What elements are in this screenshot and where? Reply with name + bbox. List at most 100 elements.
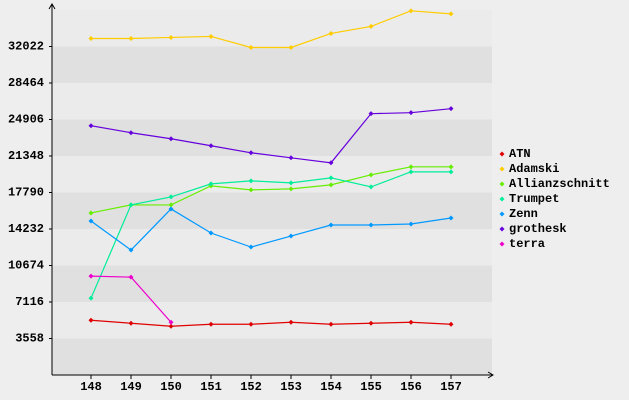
- point: [208, 33, 214, 39]
- legend-label: Allianzschnitt: [509, 177, 610, 191]
- series-line: [90, 208, 452, 251]
- point: [288, 155, 294, 161]
- point: [328, 30, 334, 36]
- x-tick-label: 148: [80, 380, 102, 394]
- x-tick-label: 155: [360, 380, 382, 394]
- legend-marker: [499, 211, 505, 217]
- x-tick-label: 157: [440, 380, 462, 394]
- point: [448, 164, 454, 170]
- grid-band: [52, 83, 492, 120]
- point: [368, 111, 374, 117]
- y-arrow: [48, 3, 56, 10]
- grid-band: [52, 119, 492, 156]
- point: [88, 295, 94, 301]
- point: [88, 317, 94, 323]
- legend-marker: [499, 151, 505, 157]
- legend-label: Trumpet: [509, 192, 559, 206]
- point: [408, 319, 414, 325]
- legend-label: ATN: [509, 147, 531, 161]
- grid-band: [52, 338, 492, 375]
- point: [288, 233, 294, 239]
- y-tick-label: 21348: [8, 149, 44, 163]
- point: [128, 35, 134, 41]
- legend-label: Adamski: [509, 162, 559, 176]
- grid-band: [52, 192, 492, 229]
- y-tick-label: 10674: [8, 259, 44, 273]
- point: [248, 44, 254, 50]
- point: [208, 321, 214, 327]
- point: [408, 164, 414, 170]
- series-line: [90, 319, 452, 327]
- grid-band: [52, 265, 492, 302]
- point: [248, 321, 254, 327]
- point: [208, 181, 214, 187]
- legend-label: terra: [509, 237, 545, 251]
- x-tick-label: 154: [320, 380, 342, 394]
- point: [448, 169, 454, 175]
- y-tick-label: 17790: [8, 186, 44, 200]
- point: [168, 34, 174, 40]
- grid-band: [52, 156, 492, 193]
- point: [408, 169, 414, 175]
- grid-band: [52, 229, 492, 266]
- point: [288, 180, 294, 186]
- plot: 3558 7116 10674 14232 17790 21348 24906 28464 32…: [8, 8, 610, 394]
- point: [128, 130, 134, 136]
- point: [128, 202, 134, 208]
- x-tick-label: 156: [400, 380, 422, 394]
- y-tick-label: 14232: [8, 222, 44, 236]
- point: [408, 8, 414, 14]
- point: [168, 319, 174, 325]
- point: [88, 210, 94, 216]
- legend-marker: [499, 166, 505, 172]
- point: [448, 215, 454, 221]
- point: [408, 221, 414, 227]
- point: [128, 247, 134, 253]
- point: [368, 184, 374, 190]
- x-arrow: [487, 371, 494, 379]
- point: [368, 172, 374, 178]
- point: [448, 321, 454, 327]
- grid-band: [52, 10, 492, 47]
- point: [168, 202, 174, 208]
- point: [328, 175, 334, 181]
- y-tick-label: 32022: [8, 40, 44, 54]
- point: [248, 178, 254, 184]
- grid-band: [52, 46, 492, 83]
- point: [168, 206, 174, 212]
- point: [288, 319, 294, 325]
- series-line: [90, 171, 451, 299]
- x-tick-label: 151: [200, 380, 222, 394]
- point: [128, 274, 134, 280]
- y-tick-label: 24906: [8, 113, 44, 127]
- bands: [52, 10, 492, 375]
- point: [408, 110, 414, 116]
- legend-label: grothesk: [509, 222, 567, 236]
- point: [448, 106, 454, 112]
- point: [328, 222, 334, 228]
- legend-marker: [499, 226, 505, 232]
- point: [168, 136, 174, 142]
- y-tick-label: 3558: [15, 332, 44, 346]
- x-tick-label: 150: [160, 380, 182, 394]
- point: [248, 150, 254, 156]
- point: [248, 187, 254, 193]
- y-tick-label: 28464: [8, 76, 44, 90]
- legend-label: Zenn: [509, 207, 538, 221]
- x-tick-label: 152: [240, 380, 262, 394]
- legend-marker: [499, 241, 505, 247]
- point: [88, 35, 94, 41]
- point: [168, 194, 174, 200]
- point: [88, 123, 94, 129]
- point: [88, 273, 94, 279]
- x-tick-label: 153: [280, 380, 302, 394]
- point: [368, 222, 374, 228]
- point: [88, 218, 94, 224]
- series-line: [91, 10, 452, 49]
- point: [168, 323, 174, 329]
- grid-band: [52, 302, 492, 339]
- y-tick-label: 7116: [15, 295, 44, 309]
- point: [288, 186, 294, 192]
- series-line: [90, 108, 452, 164]
